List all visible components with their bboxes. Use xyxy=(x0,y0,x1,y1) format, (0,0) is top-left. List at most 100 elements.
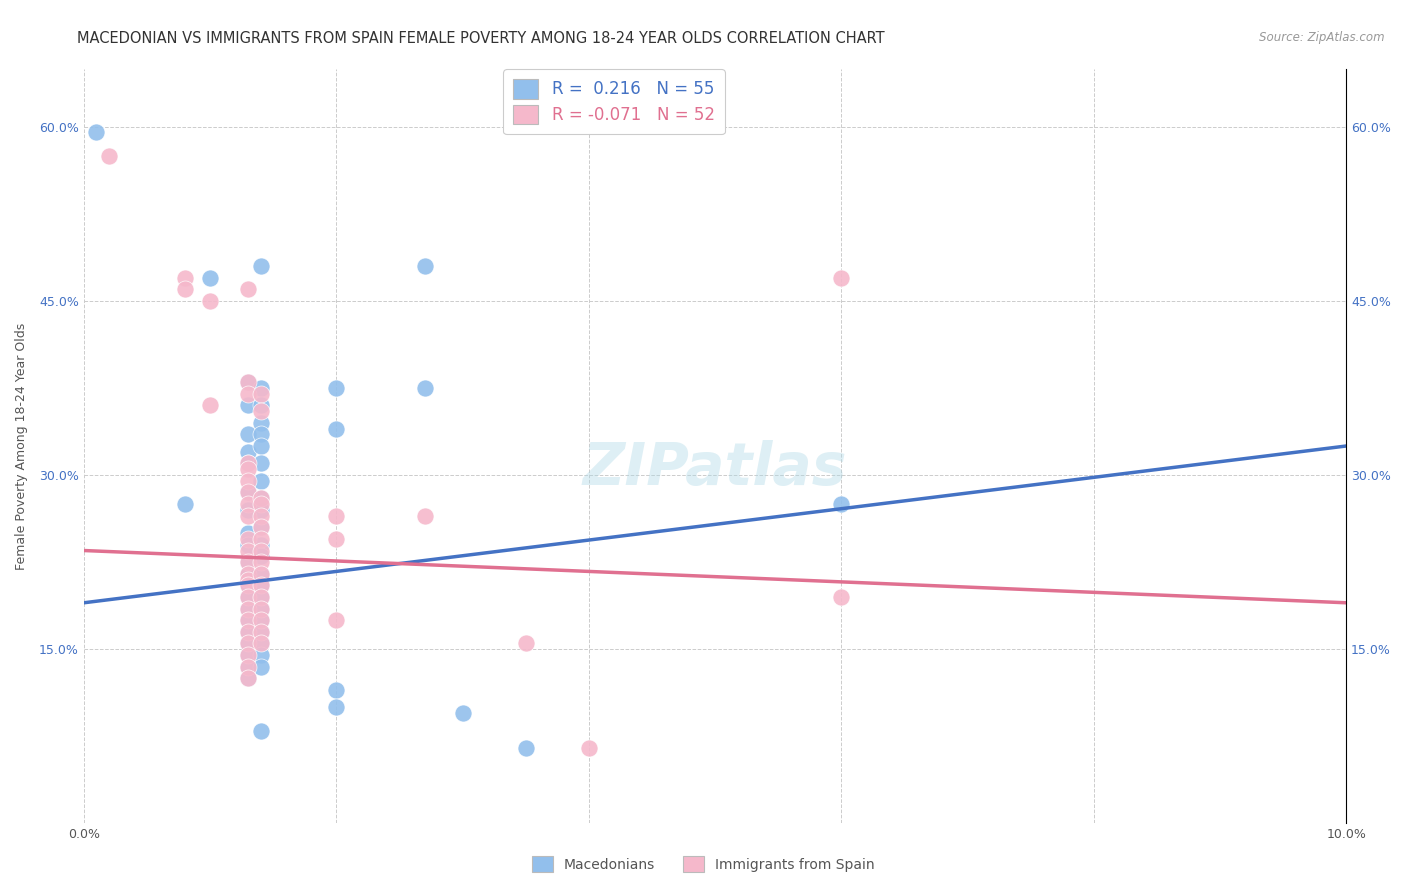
Legend: Macedonians, Immigrants from Spain: Macedonians, Immigrants from Spain xyxy=(526,851,880,878)
Point xyxy=(236,485,259,500)
Point xyxy=(249,404,271,418)
Point xyxy=(236,590,259,604)
Point xyxy=(578,741,600,756)
Point xyxy=(249,555,271,569)
Point xyxy=(236,636,259,650)
Point xyxy=(236,538,259,552)
Point xyxy=(236,555,259,569)
Point xyxy=(249,549,271,564)
Point xyxy=(236,578,259,592)
Point xyxy=(236,532,259,546)
Point xyxy=(236,444,259,458)
Point xyxy=(249,491,271,506)
Point xyxy=(236,624,259,639)
Point xyxy=(515,741,537,756)
Point xyxy=(236,526,259,541)
Point xyxy=(325,508,347,523)
Point xyxy=(98,148,121,162)
Point xyxy=(236,601,259,615)
Point xyxy=(413,381,436,395)
Point xyxy=(236,375,259,389)
Point xyxy=(249,566,271,581)
Point xyxy=(249,503,271,517)
Point xyxy=(249,520,271,534)
Text: MACEDONIAN VS IMMIGRANTS FROM SPAIN FEMALE POVERTY AMONG 18-24 YEAR OLDS CORRELA: MACEDONIAN VS IMMIGRANTS FROM SPAIN FEMA… xyxy=(77,31,884,46)
Point xyxy=(236,485,259,500)
Point xyxy=(236,573,259,587)
Point xyxy=(236,398,259,412)
Point xyxy=(236,648,259,662)
Point xyxy=(451,706,474,720)
Point xyxy=(236,386,259,401)
Point xyxy=(249,590,271,604)
Point xyxy=(249,491,271,506)
Point xyxy=(236,508,259,523)
Point xyxy=(236,659,259,673)
Point xyxy=(249,723,271,738)
Point xyxy=(830,270,852,285)
Point xyxy=(249,624,271,639)
Point xyxy=(515,636,537,650)
Point xyxy=(413,508,436,523)
Point xyxy=(249,601,271,615)
Point xyxy=(198,293,221,308)
Point xyxy=(236,457,259,471)
Point xyxy=(236,671,259,685)
Point xyxy=(249,613,271,627)
Point xyxy=(325,613,347,627)
Point xyxy=(236,566,259,581)
Text: ZIPatlas: ZIPatlas xyxy=(583,440,848,497)
Point xyxy=(236,613,259,627)
Point xyxy=(413,259,436,273)
Point xyxy=(236,648,259,662)
Legend: R =  0.216   N = 55, R = -0.071   N = 52: R = 0.216 N = 55, R = -0.071 N = 52 xyxy=(503,70,724,135)
Point xyxy=(325,421,347,435)
Point xyxy=(236,671,259,685)
Point xyxy=(236,578,259,592)
Point xyxy=(236,543,259,558)
Point xyxy=(236,636,259,650)
Point xyxy=(236,282,259,296)
Point xyxy=(198,270,221,285)
Point xyxy=(236,624,259,639)
Point xyxy=(249,259,271,273)
Point xyxy=(325,700,347,714)
Point xyxy=(249,538,271,552)
Point xyxy=(325,381,347,395)
Point xyxy=(249,601,271,615)
Point xyxy=(86,125,108,139)
Point xyxy=(236,462,259,476)
Point xyxy=(236,427,259,442)
Point xyxy=(249,474,271,488)
Point xyxy=(249,578,271,592)
Point xyxy=(249,636,271,650)
Point xyxy=(325,532,347,546)
Point xyxy=(236,375,259,389)
Point xyxy=(249,543,271,558)
Point xyxy=(249,416,271,430)
Point xyxy=(249,648,271,662)
Point xyxy=(236,497,259,511)
Point xyxy=(249,613,271,627)
Point xyxy=(236,590,259,604)
Point xyxy=(173,282,195,296)
Point xyxy=(236,659,259,673)
Point xyxy=(249,427,271,442)
Y-axis label: Female Poverty Among 18-24 Year Olds: Female Poverty Among 18-24 Year Olds xyxy=(15,322,28,570)
Point xyxy=(249,624,271,639)
Point xyxy=(830,590,852,604)
Point xyxy=(173,497,195,511)
Point xyxy=(236,566,259,581)
Point xyxy=(249,566,271,581)
Point xyxy=(249,508,271,523)
Point xyxy=(249,398,271,412)
Point xyxy=(236,601,259,615)
Point xyxy=(249,520,271,534)
Point xyxy=(249,532,271,546)
Point xyxy=(249,636,271,650)
Point xyxy=(236,613,259,627)
Text: Source: ZipAtlas.com: Source: ZipAtlas.com xyxy=(1260,31,1385,45)
Point xyxy=(249,457,271,471)
Point xyxy=(249,386,271,401)
Point xyxy=(236,503,259,517)
